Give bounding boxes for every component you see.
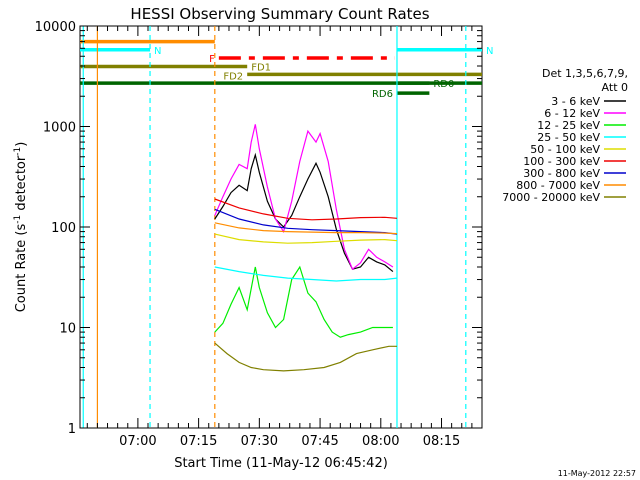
y-tick-label: 10000	[35, 20, 76, 35]
legend-header-line2: Att 0	[602, 81, 628, 94]
x-axis-label: Start Time (11-May-12 06:45:42)	[174, 456, 388, 471]
x-tick-label: 07:15	[180, 434, 217, 449]
y-axis-label-main: Count Rate (s	[14, 224, 29, 313]
legend-entry-label: 50 - 100 keV	[530, 143, 600, 156]
legend-entry-label: 100 - 300 keV	[523, 155, 600, 168]
y-axis-label-mid: detector	[14, 155, 29, 215]
legend-entry-label: 6 - 12 keV	[544, 107, 600, 120]
flag-label: RD6	[372, 89, 393, 100]
x-tick-label: 07:45	[301, 434, 338, 449]
legend-header-line1: Det 1,3,5,6,7,9,	[542, 67, 628, 80]
y-axis-label-sup2: -1	[13, 147, 23, 156]
y-tick-label: 10	[59, 322, 76, 337]
y-axis-label: Count Rate (s-1 detector-1)	[13, 142, 29, 313]
series-line	[214, 233, 398, 244]
vertical-markers-layer	[82, 26, 467, 428]
x-tick-label: 08:15	[423, 434, 460, 449]
series-line	[214, 265, 393, 338]
x-tick-label: 07:00	[119, 434, 156, 449]
flag-label: F	[209, 54, 215, 65]
flag-label: N	[154, 46, 161, 57]
series-line	[214, 152, 394, 273]
y-axis-label-end: )	[14, 142, 29, 147]
legend-entry-label: 25 - 50 keV	[537, 131, 600, 144]
axes-layer: 1 10 100 1000 10000 07:00 07:15 07:30 07:45 08:00…	[35, 20, 483, 449]
series-line	[214, 208, 398, 235]
legend-entry-label: 800 - 7000 keV	[516, 179, 600, 192]
legend-entry-label: 12 - 25 keV	[537, 119, 600, 132]
footer-timestamp: 11-May-2012 22:57	[558, 469, 636, 478]
flag-label: FD1	[251, 63, 271, 74]
flag-label: FD2	[223, 71, 243, 82]
series-line	[214, 124, 394, 271]
flags-layer: N N F FD1 FD2 RD0 RD6	[80, 39, 493, 100]
x-tick-label: 07:30	[241, 434, 278, 449]
legend-entry-label: 300 - 800 keV	[523, 167, 600, 180]
y-axis-label-sup1: -1	[13, 215, 23, 224]
flag-label: N	[486, 46, 493, 57]
flag-label: RD0	[433, 79, 454, 90]
chart-title: HESSI Observing Summary Count Rates	[130, 5, 429, 23]
series-line	[214, 222, 398, 235]
series-line	[214, 342, 397, 372]
x-tick-label: 08:00	[362, 434, 399, 449]
series-line	[214, 198, 398, 221]
legend-entry-label: 7000 - 20000 keV	[502, 191, 600, 204]
y-tick-label: 1000	[43, 121, 76, 136]
series-line	[214, 266, 398, 282]
series-layer	[214, 124, 398, 372]
legend-entry-label: 3 - 6 keV	[551, 95, 600, 108]
y-tick-label: 1	[68, 422, 76, 437]
y-tick-label: 100	[51, 221, 76, 236]
